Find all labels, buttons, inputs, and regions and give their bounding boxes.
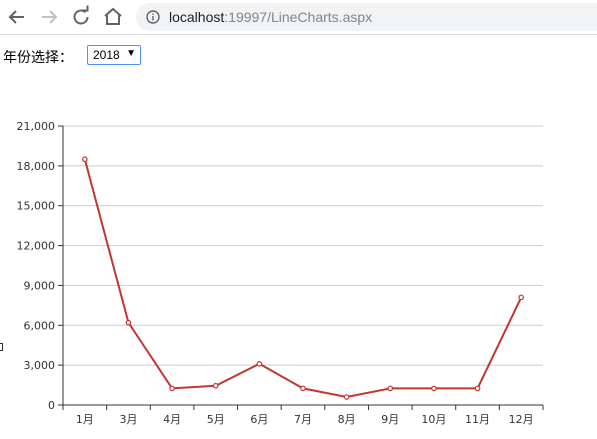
data-point	[518, 294, 524, 301]
data-point	[387, 385, 394, 392]
url-text[interactable]: localhost:19997/LineCharts.aspx	[169, 9, 372, 25]
y-tick-label: 9,000	[24, 279, 56, 292]
data-point	[169, 385, 175, 392]
x-tick-label: 1月	[76, 413, 94, 426]
x-tick-label: 11月	[465, 413, 490, 426]
x-tick-label: 4月	[163, 413, 181, 426]
browser-toolbar: localhost:19997/LineCharts.aspx	[0, 0, 597, 35]
x-tick-label: 3月	[119, 413, 137, 426]
clipped-edge-box	[0, 343, 3, 351]
y-tick-label: 6,000	[24, 319, 56, 332]
data-point	[82, 156, 88, 163]
year-select-value: 2018	[93, 48, 120, 62]
year-select-label: 年份选择：	[3, 50, 73, 66]
forward-arrow-icon[interactable]	[37, 5, 61, 29]
x-tick-label: 8月	[338, 413, 356, 426]
data-point	[474, 385, 481, 392]
url-host: localhost	[169, 9, 225, 25]
y-tick-label: 21,000	[17, 120, 56, 133]
back-arrow-icon[interactable]	[5, 5, 29, 29]
y-tick-label: 0	[48, 399, 55, 412]
home-icon[interactable]	[101, 5, 125, 29]
y-tick-label: 12,000	[17, 240, 56, 253]
y-tick-label: 15,000	[17, 200, 56, 213]
series-line	[83, 158, 523, 399]
data-point	[256, 361, 263, 367]
data-point	[125, 319, 132, 326]
line-chart: 0 3,000 6,000 9,000 12,000 15,000 18,000 21,000…	[17, 120, 544, 426]
dropdown-arrow-icon: ▼	[126, 48, 136, 59]
y-tick-label: 18,000	[17, 160, 56, 173]
address-bar[interactable]: localhost:19997/LineCharts.aspx	[136, 3, 597, 31]
data-point	[343, 394, 350, 400]
info-icon[interactable]	[146, 10, 160, 24]
x-tick-label: 10月	[421, 413, 446, 426]
y-tick-label: 3,000	[24, 359, 56, 372]
data-point	[212, 382, 219, 389]
data-point	[431, 385, 437, 392]
data-point	[300, 385, 306, 392]
year-select[interactable]: 2018 ▼	[87, 45, 141, 65]
url-path: :19997/LineCharts.aspx	[224, 9, 373, 25]
x-tick-label: 6月	[250, 413, 268, 426]
x-tick-label: 5月	[207, 413, 225, 426]
reload-icon[interactable]	[69, 5, 93, 29]
x-tick-label: 7月	[294, 413, 312, 426]
x-tick-label: 9月	[381, 413, 399, 426]
x-tick-label: 12月	[509, 413, 534, 426]
